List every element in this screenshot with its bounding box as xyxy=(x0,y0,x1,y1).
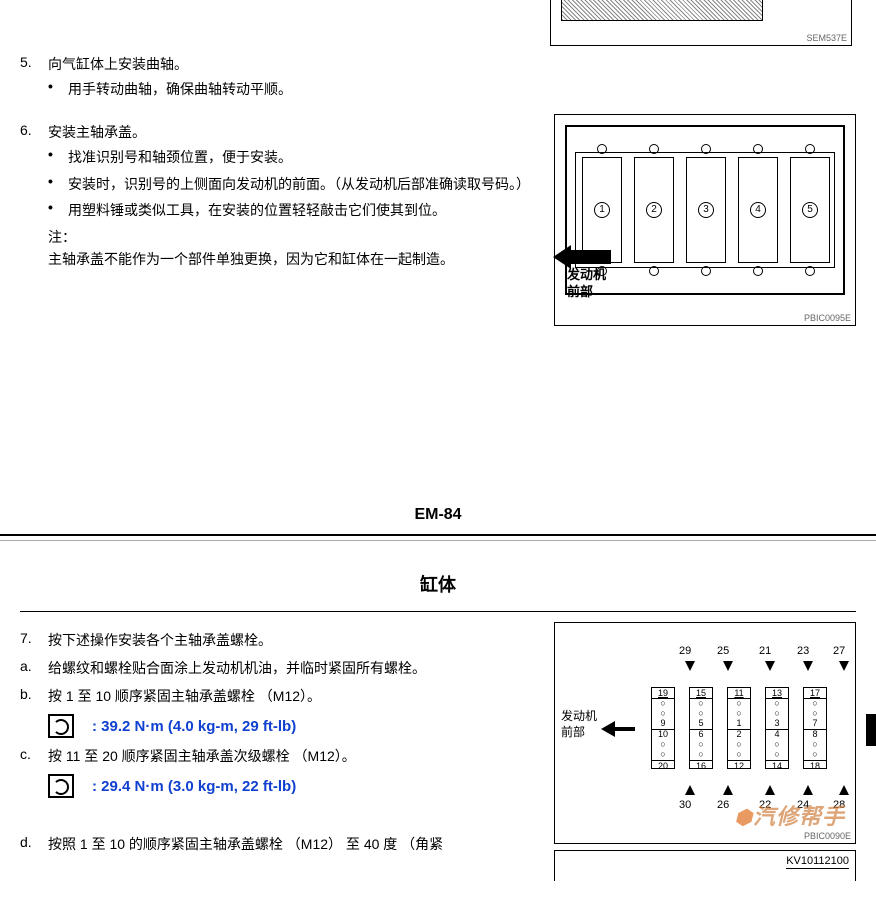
cap-5: 5 xyxy=(790,157,830,263)
step-number: c. xyxy=(20,746,48,766)
figure-bearing-caps: 1 2 3 4 5 发动机 前部 PBIC0095E xyxy=(554,114,856,326)
bolt-block: 11○○12○○12 xyxy=(727,687,751,769)
seq-number: 27 xyxy=(833,645,845,657)
hatch-pattern xyxy=(561,0,763,21)
step-b: b. 按 1 至 10 顺序紧固主轴承盖螺栓 （M12）。 xyxy=(20,686,544,706)
bullet: • xyxy=(48,173,68,195)
engine-front-arrow xyxy=(553,245,611,269)
step-number: 7. xyxy=(20,630,48,650)
seq-number: 30 xyxy=(679,799,691,811)
step-6: 6. 安装主轴承盖。 • 找准识别号和轴颈位置，便于安装。 • 安装时，识别号的… xyxy=(20,122,544,270)
arrow-up-icon xyxy=(839,785,849,795)
bolt-block: 17○○78○○18 xyxy=(803,687,827,769)
arrow-down-icon xyxy=(803,661,813,671)
step-text: 按照 1 至 10 的顺序紧固主轴承盖螺栓 （M12） 至 40 度 （角紧 xyxy=(48,834,544,854)
seq-number: 29 xyxy=(679,645,691,657)
seq-number: 21 xyxy=(759,645,771,657)
arrow-down-icon xyxy=(723,661,733,671)
arrow-down-icon xyxy=(765,661,775,671)
step-number: 6. xyxy=(20,122,48,270)
torque-value: : 39.2 N·m (4.0 kg-m, 29 ft-lb) xyxy=(92,718,296,735)
step-text: 安装主轴承盖。 xyxy=(48,122,544,142)
torque-value: : 29.4 N·m (3.0 kg-m, 22 ft-lb) xyxy=(92,778,296,795)
torque-icon xyxy=(48,774,74,798)
engine-front-label: 发动机 前部 xyxy=(561,709,597,740)
page-divider xyxy=(0,534,876,541)
step-7: 7. 按下述操作安装各个主轴承盖螺栓。 xyxy=(20,630,544,650)
cap-4: 4 xyxy=(738,157,778,263)
step-text: 向气缸体上安装曲轴。 xyxy=(48,54,856,74)
arrow-down-icon xyxy=(839,661,849,671)
bullet: • xyxy=(48,199,68,221)
arrow-down-icon xyxy=(685,661,695,671)
seq-number: 23 xyxy=(797,645,809,657)
figure-caption: SEM537E xyxy=(806,33,847,43)
sub-text: 用手转动曲轴，确保曲轴转动平顺。 xyxy=(68,78,856,100)
engine-front-arrow xyxy=(601,719,635,736)
step-c: c. 按 11 至 20 顺序紧固主轴承盖次级螺栓 （M12）。 xyxy=(20,746,544,766)
torque-spec-b: : 39.2 N·m (4.0 kg-m, 29 ft-lb) xyxy=(48,714,544,738)
cap-2: 2 xyxy=(634,157,674,263)
bullet: • xyxy=(48,146,68,168)
sub-text: 找准识别号和轴颈位置，便于安装。 xyxy=(68,146,544,168)
bolt-block: 15○○56○○16 xyxy=(689,687,713,769)
figure-caption: PBIC0095E xyxy=(804,313,851,323)
sub-text: 用塑料锤或类似工具，在安装的位置轻轻敲击它们使其到位。 xyxy=(68,199,544,221)
bolt-block: 13○○34○○14 xyxy=(765,687,789,769)
arrow-up-icon xyxy=(803,785,813,795)
step-number: b. xyxy=(20,686,48,706)
bolt-block: 19○○910○○20 xyxy=(651,687,675,769)
arrow-up-icon xyxy=(685,785,695,795)
step-text: 按 1 至 10 顺序紧固主轴承盖螺栓 （M12）。 xyxy=(48,686,544,706)
tool-number: KV10112100 xyxy=(786,855,849,869)
page-number: EM-84 xyxy=(20,506,856,524)
sub-text: 安装时，识别号的上侧面向发动机的前面。（从发动机后部准确读取号码。） xyxy=(68,173,544,195)
note-label: 注： xyxy=(48,226,544,248)
note-text: 主轴承盖不能作为一个部件单独更换，因为它和缸体在一起制造。 xyxy=(48,248,544,270)
step-d: d. 按照 1 至 10 的顺序紧固主轴承盖螺栓 （M12） 至 40 度 （角… xyxy=(20,834,544,854)
bearing-outer: 1 2 3 4 5 xyxy=(565,125,845,295)
figure-tool-partial: KV10112100 xyxy=(554,850,856,881)
section-title: 缸体 xyxy=(0,571,876,597)
torque-icon xyxy=(48,714,74,738)
section-underline xyxy=(20,611,856,612)
step-number: 5. xyxy=(20,54,48,100)
watermark: ⬢汽修帮手 xyxy=(735,799,845,831)
figure-caption: PBIC0090E xyxy=(804,831,851,841)
watermark-icon: ⬢ xyxy=(735,807,753,829)
figure-bolt-sequence: 2925212327302622242819○○910○○2015○○56○○1… xyxy=(554,622,856,844)
page-content: SEM537E 5. 向气缸体上安装曲轴。 • 用手转动曲轴，确保曲轴转动平顺。… xyxy=(0,0,876,524)
figure-top-partial: SEM537E xyxy=(550,0,852,46)
cap-3: 3 xyxy=(686,157,726,263)
torque-spec-c: : 29.4 N·m (3.0 kg-m, 22 ft-lb) xyxy=(48,774,544,798)
seq-number: 25 xyxy=(717,645,729,657)
seq-number: 26 xyxy=(717,799,729,811)
bullet: • xyxy=(48,78,68,100)
step-text: 给螺纹和螺栓贴合面涂上发动机机油，并临时紧固所有螺栓。 xyxy=(48,658,544,678)
step-a: a. 给螺纹和螺栓贴合面涂上发动机机油，并临时紧固所有螺栓。 xyxy=(20,658,544,678)
bearing-inner: 1 2 3 4 5 xyxy=(575,152,835,268)
step-text: 按下述操作安装各个主轴承盖螺栓。 xyxy=(48,630,544,650)
arrow-up-icon xyxy=(765,785,775,795)
step-text: 按 11 至 20 顺序紧固主轴承盖次级螺栓 （M12）。 xyxy=(48,746,544,766)
step-number: a. xyxy=(20,658,48,678)
step-number: d. xyxy=(20,834,48,854)
engine-front-label: 发动机 前部 xyxy=(567,267,606,301)
arrow-up-icon xyxy=(723,785,733,795)
step-5: 5. 向气缸体上安装曲轴。 • 用手转动曲轴，确保曲轴转动平顺。 xyxy=(20,54,856,100)
